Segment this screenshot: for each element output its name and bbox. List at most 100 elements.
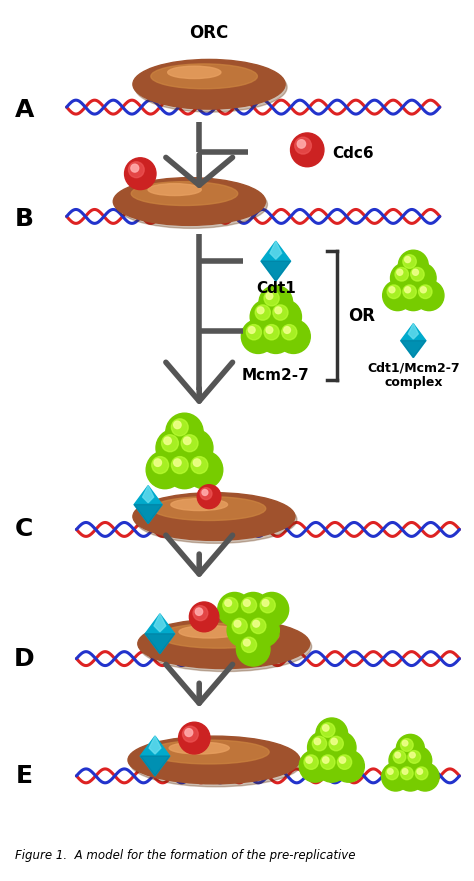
- Circle shape: [131, 164, 139, 172]
- Circle shape: [185, 729, 193, 737]
- Circle shape: [402, 768, 408, 774]
- Circle shape: [264, 291, 279, 306]
- Circle shape: [414, 280, 444, 311]
- Circle shape: [259, 285, 292, 320]
- Circle shape: [389, 746, 417, 774]
- Circle shape: [268, 300, 301, 334]
- Circle shape: [223, 597, 238, 613]
- Circle shape: [306, 757, 312, 763]
- Circle shape: [323, 725, 329, 731]
- Circle shape: [257, 307, 264, 314]
- Circle shape: [197, 485, 221, 508]
- Circle shape: [241, 597, 256, 613]
- Ellipse shape: [159, 624, 279, 648]
- Circle shape: [275, 307, 282, 314]
- Polygon shape: [140, 737, 170, 776]
- Circle shape: [195, 608, 203, 616]
- Circle shape: [323, 757, 329, 763]
- Circle shape: [403, 255, 416, 269]
- Circle shape: [391, 263, 420, 293]
- Circle shape: [179, 722, 210, 754]
- Circle shape: [241, 637, 256, 653]
- Ellipse shape: [171, 499, 228, 511]
- Polygon shape: [149, 737, 161, 754]
- Text: A: A: [15, 98, 34, 122]
- Circle shape: [164, 437, 171, 445]
- Circle shape: [410, 752, 415, 758]
- Circle shape: [193, 459, 201, 466]
- Ellipse shape: [113, 178, 265, 226]
- Text: Cdc6: Cdc6: [332, 146, 374, 161]
- Circle shape: [410, 268, 424, 281]
- Text: Cdt1: Cdt1: [256, 281, 296, 297]
- Circle shape: [406, 263, 436, 293]
- Circle shape: [415, 767, 428, 780]
- Circle shape: [419, 285, 432, 299]
- Circle shape: [266, 327, 273, 333]
- Circle shape: [337, 755, 352, 769]
- Ellipse shape: [133, 492, 295, 540]
- Text: E: E: [16, 764, 33, 788]
- Circle shape: [398, 250, 428, 280]
- Circle shape: [193, 606, 208, 620]
- Circle shape: [405, 256, 410, 263]
- Circle shape: [282, 324, 297, 340]
- Ellipse shape: [179, 626, 239, 638]
- Circle shape: [172, 418, 188, 436]
- Circle shape: [244, 640, 250, 646]
- Circle shape: [246, 613, 279, 648]
- Circle shape: [329, 737, 343, 751]
- Circle shape: [411, 763, 439, 791]
- Circle shape: [388, 768, 393, 774]
- Circle shape: [277, 320, 310, 353]
- Ellipse shape: [168, 66, 221, 78]
- Text: C: C: [15, 517, 34, 542]
- Ellipse shape: [135, 496, 297, 544]
- Circle shape: [273, 305, 288, 320]
- Ellipse shape: [149, 740, 269, 764]
- Circle shape: [314, 738, 320, 744]
- Ellipse shape: [133, 59, 285, 109]
- Ellipse shape: [115, 181, 267, 228]
- Circle shape: [401, 738, 413, 751]
- Polygon shape: [408, 323, 419, 339]
- Polygon shape: [134, 505, 162, 523]
- Text: Mcm2-7: Mcm2-7: [242, 368, 310, 383]
- Circle shape: [156, 429, 193, 467]
- Circle shape: [262, 600, 269, 606]
- Text: D: D: [14, 647, 35, 670]
- Text: Figure 1.  A model for the formation of the pre-replicative: Figure 1. A model for the formation of t…: [15, 849, 355, 862]
- Circle shape: [397, 270, 403, 275]
- Circle shape: [227, 613, 261, 648]
- Polygon shape: [134, 485, 162, 523]
- Circle shape: [402, 740, 408, 746]
- Circle shape: [166, 413, 203, 451]
- Circle shape: [250, 300, 284, 334]
- Ellipse shape: [135, 63, 287, 112]
- Circle shape: [403, 285, 416, 299]
- Ellipse shape: [138, 618, 310, 669]
- Text: OR: OR: [348, 307, 375, 325]
- Ellipse shape: [128, 737, 300, 784]
- Circle shape: [408, 751, 420, 763]
- Polygon shape: [261, 261, 291, 281]
- Circle shape: [393, 751, 406, 763]
- Circle shape: [386, 767, 399, 780]
- Circle shape: [308, 731, 339, 764]
- Circle shape: [383, 280, 412, 311]
- Ellipse shape: [152, 497, 266, 521]
- Circle shape: [181, 434, 198, 452]
- Circle shape: [173, 459, 181, 466]
- Circle shape: [172, 456, 188, 474]
- Polygon shape: [401, 341, 426, 358]
- Circle shape: [295, 137, 311, 154]
- Circle shape: [202, 490, 208, 495]
- Circle shape: [312, 737, 327, 751]
- Circle shape: [395, 268, 409, 281]
- Polygon shape: [140, 756, 170, 776]
- Circle shape: [244, 600, 250, 606]
- Circle shape: [398, 280, 428, 311]
- Circle shape: [232, 618, 247, 633]
- Circle shape: [387, 285, 401, 299]
- Ellipse shape: [151, 64, 257, 89]
